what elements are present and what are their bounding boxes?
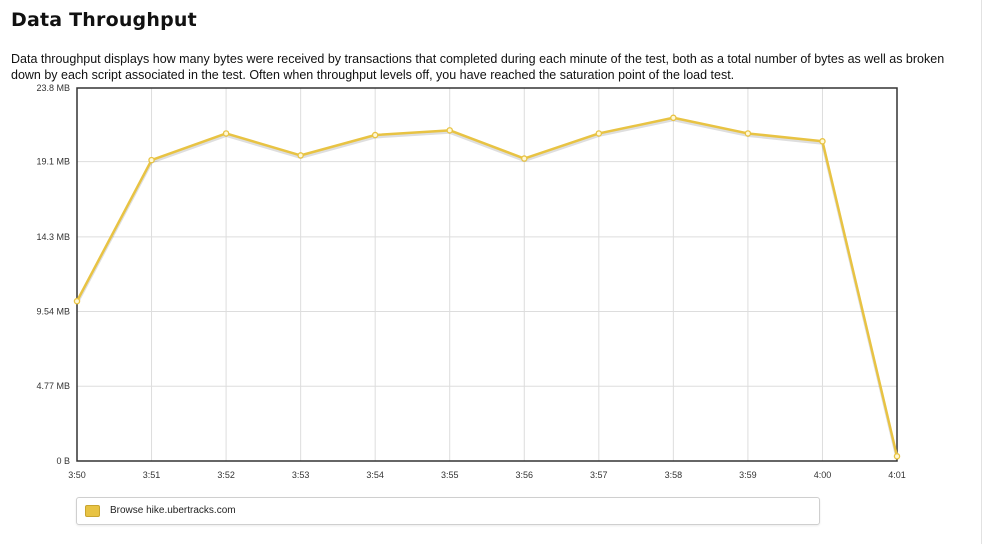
x-tick-label: 4:01 xyxy=(888,470,906,480)
section-title: Data Throughput xyxy=(11,9,197,31)
y-axis-tick-labels: 0 B 4.77 MB 9.54 MB 14.3 MB 19.1 MB 23.8 MB xyxy=(36,83,70,466)
data-point xyxy=(595,130,603,137)
y-tick-label: 0 B xyxy=(56,456,70,466)
data-point xyxy=(521,155,528,162)
x-tick-label: 3:55 xyxy=(441,470,459,480)
y-tick-label: 14.3 MB xyxy=(36,232,70,242)
series-line-shadow xyxy=(75,118,899,459)
y-tick-label: 19.1 MB xyxy=(36,157,70,167)
data-point xyxy=(297,152,304,159)
x-tick-label: 3:50 xyxy=(68,470,86,480)
y-tick-label: 9.54 MB xyxy=(36,306,70,316)
right-divider xyxy=(981,0,982,544)
x-tick-label: 3:54 xyxy=(366,470,384,480)
y-tick-label: 4.77 MB xyxy=(36,381,70,391)
x-axis-tick-labels: 3:50 3:51 3:52 3:53 3:54 3:55 3:56 3:57 3:58 3:59… xyxy=(68,470,906,480)
x-tick-label: 3:53 xyxy=(292,470,310,480)
throughput-line-chart: 0 B 4.77 MB 9.54 MB 14.3 MB 19.1 MB 23.8 MB 3… xyxy=(36,83,906,480)
data-point xyxy=(670,114,677,122)
chart-description: Data throughput displays how many bytes … xyxy=(11,52,945,82)
data-point xyxy=(446,127,453,134)
x-tick-label: 3:59 xyxy=(739,470,757,480)
x-tick-label: 3:51 xyxy=(143,470,161,480)
data-point xyxy=(148,156,155,164)
data-point xyxy=(222,130,230,137)
x-tick-label: 3:58 xyxy=(665,470,683,480)
legend-swatch xyxy=(85,505,100,517)
x-tick-label: 3:57 xyxy=(590,470,608,480)
series-line xyxy=(75,116,899,457)
data-point xyxy=(744,130,752,137)
data-point xyxy=(73,297,81,305)
y-tick-label: 23.8 MB xyxy=(36,83,70,93)
x-tick-label: 3:56 xyxy=(516,470,534,480)
data-point xyxy=(819,138,826,145)
legend-label[interactable]: Browse hike.ubertracks.com xyxy=(110,505,236,516)
plot-frame xyxy=(76,87,898,462)
x-tick-label: 4:00 xyxy=(814,470,832,480)
x-tick-label: 3:52 xyxy=(217,470,235,480)
series-browse-hike xyxy=(73,114,901,460)
chart-legend: Browse hike.ubertracks.com xyxy=(76,497,820,525)
data-point xyxy=(371,131,379,139)
data-point xyxy=(893,453,901,460)
